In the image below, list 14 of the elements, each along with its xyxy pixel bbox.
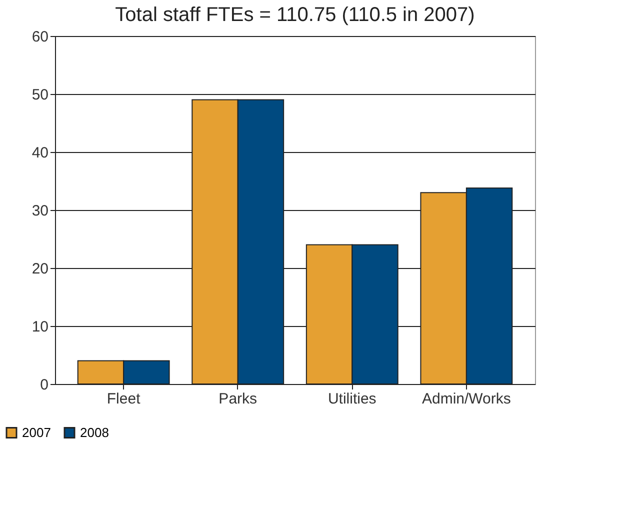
y-tick-label: 40 [32,144,48,162]
chart-subtitle: Total staff FTEs = 110.75 (110.5 in 2007) [115,4,475,26]
y-tick-label: 10 [32,318,48,336]
legend-label: 2008 [80,424,109,440]
x-tick-label: Utilities [328,390,376,408]
y-tick-label: 30 [32,202,48,220]
x-tick-label: Admin/Works [422,390,511,408]
y-tick-label: 0 [40,376,48,394]
legend-label: 2007 [22,424,51,440]
x-tick-label: Fleet [106,390,142,408]
y-tick-label: 60 [32,28,48,46]
y-tick-label: 50 [32,86,48,104]
x-tick-label: Parks [218,390,258,408]
y-tick-label: 20 [32,260,48,278]
